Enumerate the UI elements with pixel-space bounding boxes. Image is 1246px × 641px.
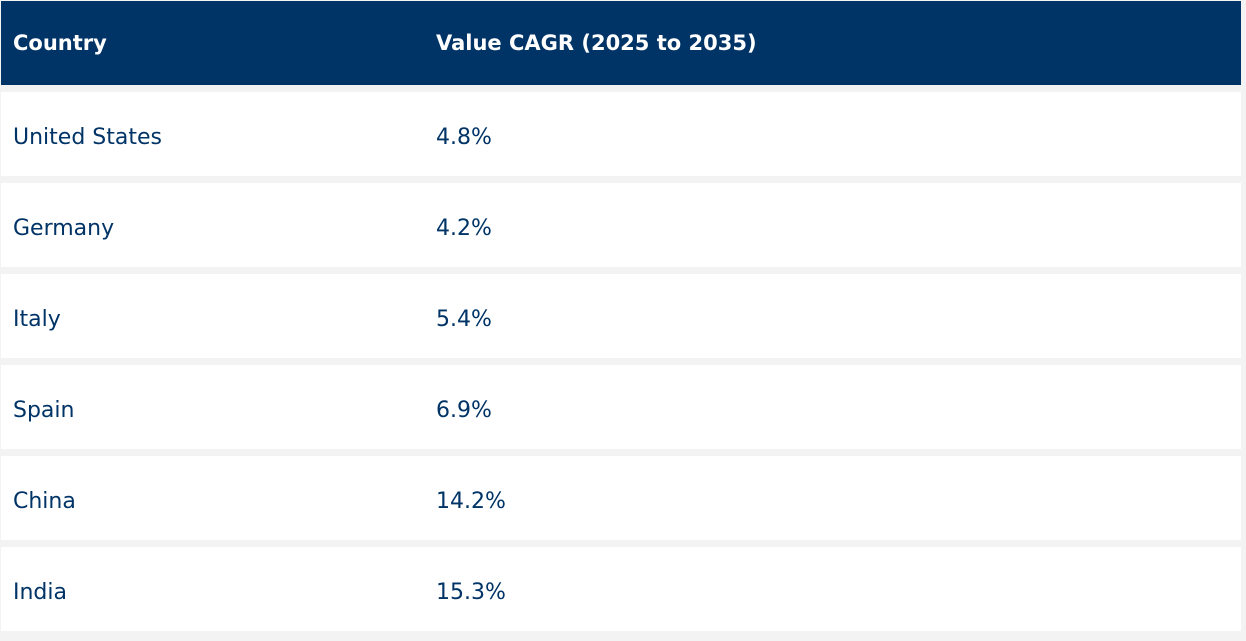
cagr-cell: 14.2% (436, 489, 506, 514)
table-row: United States 4.8% (1, 92, 1241, 176)
table-header-row: Country Value CAGR (2025 to 2035) (1, 1, 1241, 85)
country-cell: Spain (13, 398, 75, 423)
table-row: Spain 6.9% (1, 365, 1241, 449)
cagr-cell: 4.2% (436, 216, 492, 241)
cagr-cell: 15.3% (436, 580, 506, 605)
table-row: Germany 4.2% (1, 183, 1241, 267)
table-row: China 14.2% (1, 456, 1241, 540)
table-row: India 15.3% (1, 547, 1241, 631)
country-cell: United States (13, 125, 162, 150)
cagr-cell: 4.8% (436, 125, 492, 150)
country-cell: Germany (13, 216, 115, 241)
cagr-cell: 6.9% (436, 398, 492, 423)
country-cell: India (13, 580, 67, 605)
table-row: Italy 5.4% (1, 274, 1241, 358)
header-country: Country (13, 31, 107, 55)
header-value-cagr: Value CAGR (2025 to 2035) (436, 31, 757, 55)
country-cell: Italy (13, 307, 61, 332)
cagr-cell: 5.4% (436, 307, 492, 332)
country-cell: China (13, 489, 76, 514)
